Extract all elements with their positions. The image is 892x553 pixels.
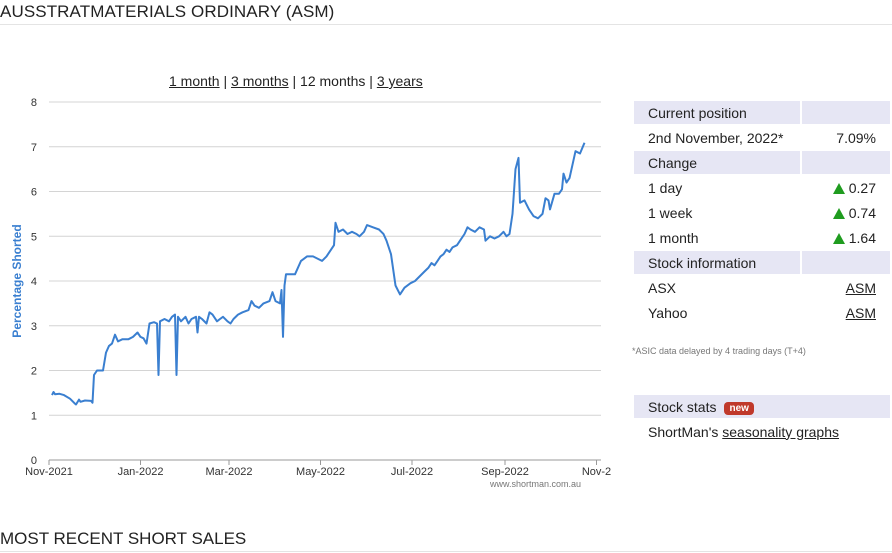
yahoo-link: ASM: [802, 301, 890, 324]
x-tick-label: Sep-2022: [481, 466, 529, 478]
up-arrow-icon: [832, 207, 845, 219]
asx-link: ASM: [802, 276, 890, 299]
page-title: AUSSTRATMATERIALS ORDINARY (ASM): [0, 2, 335, 21]
stock-stats-title: Stock stats: [648, 398, 717, 415]
y-tick-label: 6: [31, 187, 37, 199]
new-badge: new: [724, 401, 754, 415]
range-separator: |: [288, 73, 301, 89]
seasonality-prefix: ShortMan's: [648, 423, 723, 440]
short-position-chart: 0 1 2 3 4 5 6 7 8 Nov-2021 Jan-2022 Mar-2022 May-202…: [10, 97, 611, 478]
x-tick-label: Nov-2021: [25, 466, 73, 478]
stock-stats-panel: Stock stats new ShortMan's seasonality gr…: [632, 393, 892, 445]
x-tick-label: May-2022: [296, 466, 345, 478]
current-value: 7.09%: [836, 129, 876, 146]
y-tick-label: 4: [31, 276, 37, 288]
yahoo-ticker-link[interactable]: ASM: [845, 304, 876, 321]
x-tick-label: Jul-2022: [391, 466, 433, 478]
change-label-1-week: 1 week: [648, 204, 693, 221]
stock-info-header: Stock information: [634, 251, 800, 274]
y-tick-label: 5: [31, 231, 37, 243]
up-arrow-icon: [832, 182, 845, 194]
asx-ticker-link[interactable]: ASM: [845, 279, 876, 296]
title-divider: [0, 24, 892, 25]
change-value-1-month: 1.64: [802, 226, 890, 249]
series-line: [51, 142, 586, 406]
position-panel: Current position 2nd November, 2022* 7.0…: [632, 99, 892, 326]
asic-footnote: *ASIC data delayed by 4 trading days (T+…: [632, 346, 806, 356]
asx-label: ASX: [648, 279, 677, 296]
chart-watermark: www.shortman.com.au: [490, 479, 582, 489]
section-divider: [0, 551, 892, 552]
range-current-12-months: 12 months: [300, 73, 366, 89]
range-link-3-months[interactable]: 3 months: [231, 73, 289, 89]
change-header: Change: [634, 151, 800, 174]
x-tick-label: Jan-2022: [118, 466, 164, 478]
header-spacer: [802, 251, 890, 274]
y-tick-label: 8: [31, 97, 37, 109]
range-selector: 1 month | 3 months | 12 months | 3 years: [169, 73, 423, 89]
change-label-1-month: 1 month: [648, 229, 699, 246]
change-amount: 0.74: [848, 204, 876, 221]
header-spacer: [802, 101, 890, 124]
current-date: 2nd November, 2022*: [648, 129, 784, 146]
y-axis-label: Percentage Shorted: [10, 224, 24, 337]
section-title: MOST RECENT SHORT SALES: [0, 529, 247, 548]
y-tick-label: 2: [31, 366, 37, 378]
change-value-1-day: 0.27: [802, 176, 890, 199]
up-arrow-icon: [832, 232, 845, 244]
y-tick-label: 7: [31, 142, 37, 154]
change-amount: 1.64: [848, 229, 876, 246]
change-amount: 0.27: [848, 179, 876, 196]
header-spacer: [802, 151, 890, 174]
range-link-1-month[interactable]: 1 month: [169, 73, 220, 89]
seasonality-graphs-link[interactable]: seasonality graphs: [722, 423, 840, 440]
yahoo-label: Yahoo: [648, 304, 688, 321]
x-tick-label: Nov-2: [582, 466, 611, 478]
stock-stats-header: Stock stats new: [634, 395, 890, 418]
y-tick-label: 1: [31, 410, 37, 422]
range-link-3-years[interactable]: 3 years: [376, 73, 423, 89]
x-tick-label: Mar-2022: [205, 466, 252, 478]
seasonality-row: ShortMan's seasonality graphs: [634, 420, 890, 443]
y-tick-label: 3: [31, 321, 37, 333]
range-separator: |: [219, 73, 232, 89]
change-label-1-day: 1 day: [648, 179, 683, 196]
range-separator: |: [365, 73, 377, 89]
current-position-header: Current position: [634, 101, 800, 124]
y-tick-label: 0: [31, 455, 37, 467]
change-value-1-week: 0.74: [802, 201, 890, 224]
